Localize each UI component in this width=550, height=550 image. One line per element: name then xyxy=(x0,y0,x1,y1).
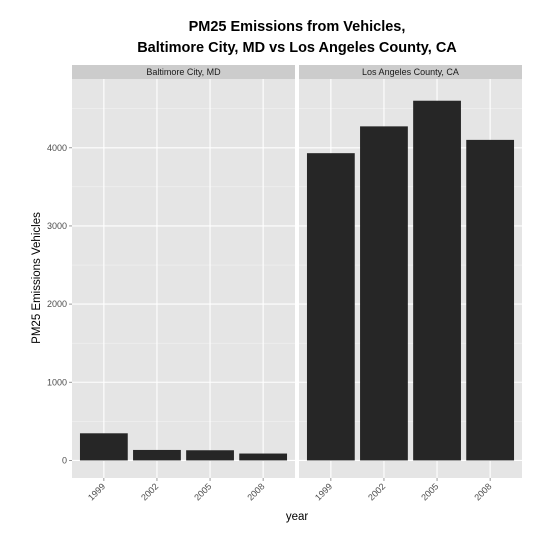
panel-background xyxy=(72,79,295,478)
bar-1999 xyxy=(306,153,355,461)
bar-1999 xyxy=(79,433,128,461)
y-tick-label: 3000 xyxy=(47,221,67,231)
bar-2002 xyxy=(360,126,408,461)
facet-panel-1: Baltimore City, MD 1999 2002 2005 2008 xyxy=(72,65,295,503)
y-tick-label: 4000 xyxy=(47,143,67,153)
y-tick-label: 2000 xyxy=(47,299,67,309)
bar-2005 xyxy=(186,450,234,461)
facet-strip xyxy=(299,65,522,79)
facet-panel-2: Los Angeles County, CA 1999 2002 2005 2008 xyxy=(299,65,522,503)
bar-2005 xyxy=(413,100,461,461)
x-tick-label: 2008 xyxy=(245,481,266,502)
bar-2002 xyxy=(133,449,181,461)
y-tick-label: 1000 xyxy=(47,377,67,387)
x-tick-label: 2005 xyxy=(192,481,213,502)
y-tick-label: 0 xyxy=(62,455,67,465)
chart-title-line-2: Baltimore City, MD vs Los Angeles County… xyxy=(137,40,457,56)
x-tick-label: 2002 xyxy=(366,481,387,502)
chart-title-line-1: PM25 Emissions from Vehicles, xyxy=(189,19,406,35)
facet-strip-label: Baltimore City, MD xyxy=(146,67,221,77)
x-tick-label: 2005 xyxy=(419,481,440,502)
x-tick-label: 1999 xyxy=(313,481,334,502)
x-tick-label: 2008 xyxy=(472,481,493,502)
x-tick-label: 1999 xyxy=(86,481,107,502)
facet-strip xyxy=(72,65,295,79)
facet-strip-label: Los Angeles County, CA xyxy=(362,67,459,77)
x-tick-label: 2002 xyxy=(139,481,160,502)
y-axis-title: PM25 Emissions Vehicles xyxy=(31,212,43,344)
bar-2008 xyxy=(239,453,288,461)
bar-2008 xyxy=(466,139,515,461)
x-axis-title: year xyxy=(286,511,309,523)
y-axis: 0 1000 2000 3000 4000 xyxy=(47,143,72,465)
